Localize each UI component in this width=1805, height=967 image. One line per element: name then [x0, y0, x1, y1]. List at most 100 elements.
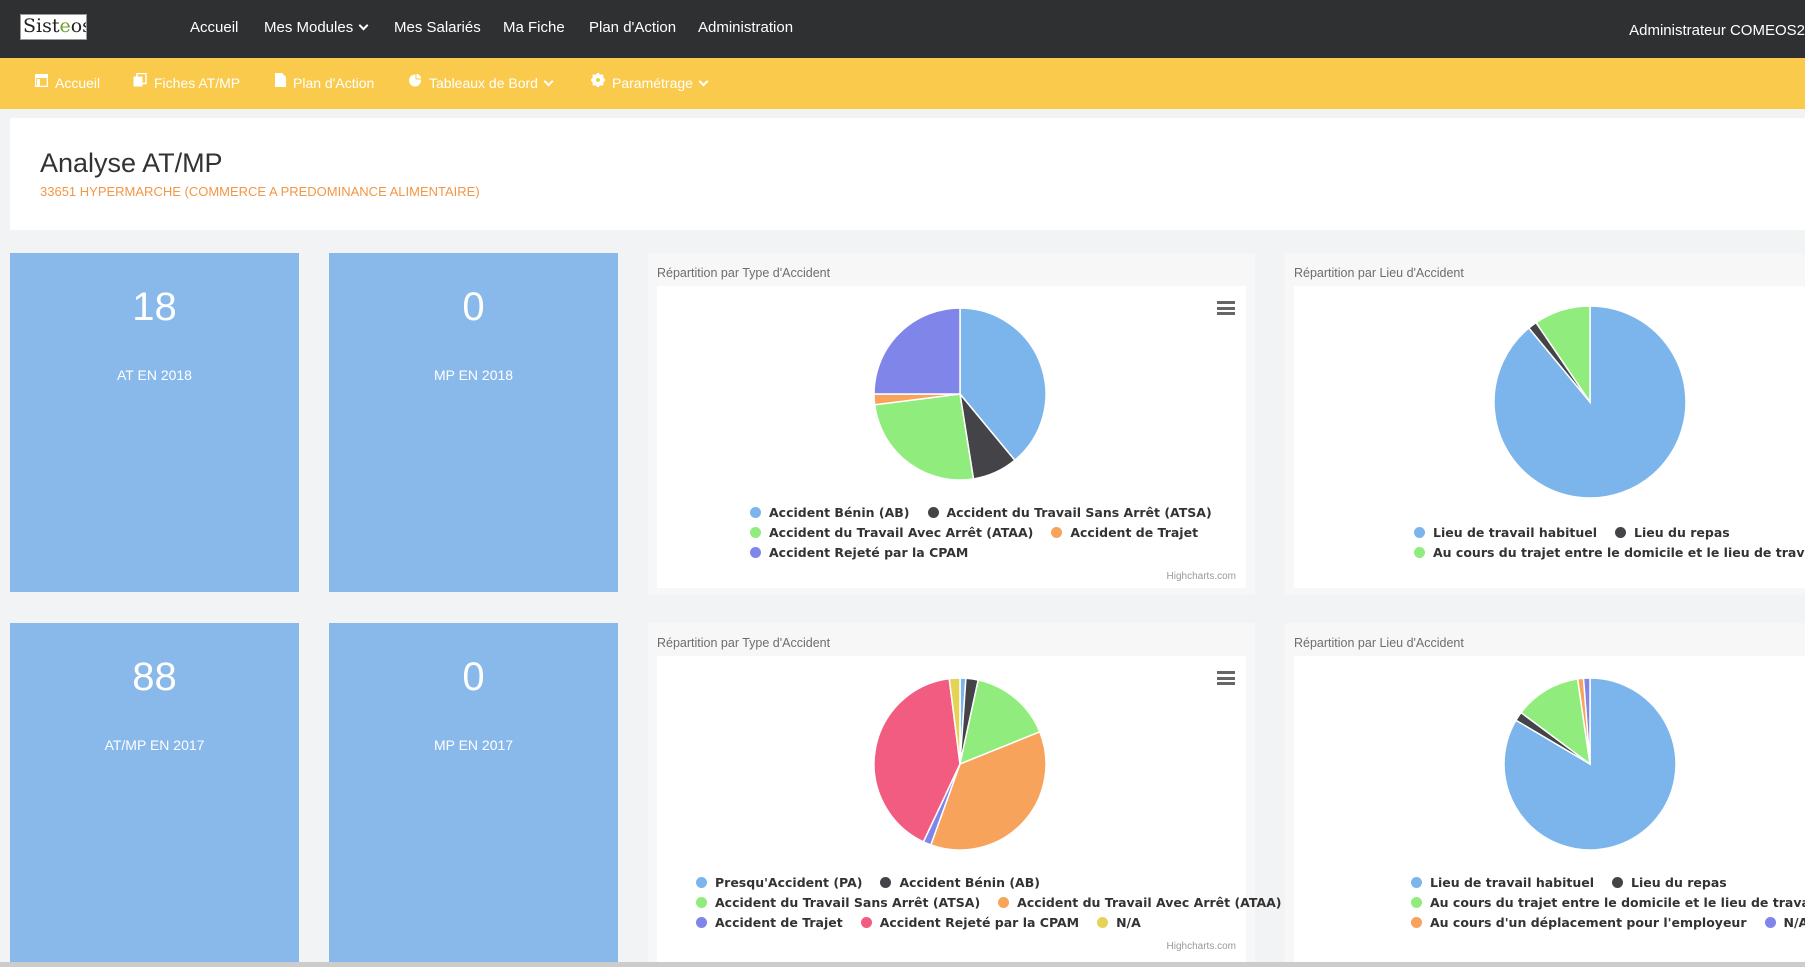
legend-item[interactable]: Lieu de travail habituel [1411, 875, 1594, 890]
legend-item[interactable]: Au cours du trajet entre le domicile et … [1411, 895, 1805, 910]
legend-dot [750, 507, 761, 518]
page-title: Analyse AT/MP [40, 148, 223, 178]
legend-item[interactable]: Accident Bénin (AB) [880, 875, 1040, 890]
legend-item[interactable]: N/A [1764, 915, 1805, 930]
sub-navbar: Accueil Fiches AT/MP Plan d'Action Table… [0, 58, 1805, 109]
highcharts-credit[interactable]: Highcharts.com [1166, 941, 1236, 952]
legend-dot [1411, 897, 1422, 908]
subnav-accueil-label: Accueil [55, 75, 101, 91]
pie-chart [873, 307, 1047, 481]
pie-slice[interactable] [873, 307, 961, 395]
legend-dot [1051, 527, 1063, 538]
legend-label: Accident Bénin (AB) [899, 875, 1040, 890]
legend-label: N/A [1116, 915, 1141, 930]
topnav-mes-modules[interactable]: Mes Modules [264, 0, 369, 58]
pie-slice[interactable] [1503, 677, 1677, 851]
legend-dot [1615, 527, 1627, 538]
subnav-plan-action[interactable]: Plan d'Action [275, 58, 374, 109]
subnav-parametrage-label: Paramétrage [612, 75, 693, 91]
sisteos-logo[interactable]: Sisteos [20, 14, 87, 40]
legend-item[interactable]: Accident du Travail Avec Arrêt (ATAA) [998, 895, 1282, 910]
pie-slice[interactable] [1582, 677, 1591, 765]
legend-item[interactable]: Accident Rejeté par la CPAM [860, 915, 1080, 930]
subnav-accueil[interactable]: Accueil [34, 57, 101, 109]
legend-label: Accident de Trajet [1070, 525, 1199, 540]
pie-slice[interactable] [873, 677, 961, 843]
stat-value: 18 [132, 285, 177, 329]
top-navbar: Sisteos Accueil Mes Modules Mes Salariés… [0, 0, 1805, 58]
legend-item[interactable]: N/A [1097, 915, 1141, 930]
chart-body: Lieu de travail habituel Lieu du repas Au… [1294, 286, 1805, 588]
page-header: Analyse AT/MP 33651 HYPERMARCHE (COMMERC… [10, 118, 1805, 230]
pie-slice[interactable] [948, 677, 961, 765]
legend-item[interactable]: Accident du Travail Avec Arrêt (ATAA) [750, 525, 1033, 540]
legend-dot [750, 547, 761, 558]
legend-dot [696, 917, 707, 928]
legend-label: Accident de Trajet [715, 915, 843, 930]
highcharts-credit[interactable]: Highcharts.com [1166, 571, 1236, 582]
pie-slice[interactable] [958, 679, 1041, 766]
legend-item[interactable]: Lieu de travail habituel [1414, 525, 1597, 540]
legend-item[interactable]: Accident de Trajet [696, 915, 843, 930]
subnav-fiches-atmp[interactable]: Fiches AT/MP [133, 58, 240, 109]
legend-dot [880, 877, 892, 888]
legend-label: Au cours d'un déplacement pour l'employe… [1430, 915, 1747, 930]
pie-slice[interactable] [873, 393, 975, 481]
stat-tile-atmp-2017: 88 AT/MP EN 2017 [10, 623, 299, 962]
topnav-accueil[interactable]: Accueil [190, 19, 239, 36]
legend-item[interactable]: Accident Bénin (AB) [750, 505, 910, 520]
legend-item[interactable]: Accident du Travail Sans Arrêt (ATSA) [927, 505, 1212, 520]
topnav-plan-action[interactable]: Plan d'Action [589, 19, 677, 36]
chart-title: Répartition par Lieu d'Accident [1294, 266, 1464, 280]
legend-label: Presqu'Accident (PA) [715, 875, 863, 890]
legend-dot [1414, 547, 1425, 558]
subnav-fiches-label: Fiches AT/MP [154, 75, 241, 91]
subnav-tableaux-label: Tableaux de Bord [429, 75, 538, 91]
chart-body: Lieu de travail habituel Lieu du repas Au… [1294, 656, 1805, 962]
stat-label: AT/MP EN 2017 [104, 737, 205, 753]
stat-value: 0 [462, 285, 485, 329]
topnav-ma-fiche[interactable]: Ma Fiche [503, 19, 565, 36]
chevron-down-icon [543, 76, 554, 87]
subnav-tableaux-de-bord[interactable]: Tableaux de Bord [408, 58, 554, 109]
pie-chart [1493, 305, 1687, 499]
files-icon [133, 57, 147, 108]
subnav-parametrage[interactable]: Paramétrage [591, 57, 709, 109]
legend-label: Lieu de travail habituel [1433, 525, 1598, 540]
legend-item[interactable]: Au cours d'un déplacement pour l'employe… [1411, 915, 1747, 930]
legend-item[interactable]: Presqu'Accident (PA) [696, 875, 862, 890]
legend-item[interactable]: Accident Rejeté par la CPAM [750, 545, 968, 560]
pie-slice[interactable] [929, 730, 1047, 851]
topnav-mes-salaries[interactable]: Mes Salariés [394, 19, 481, 36]
chart-title: Répartition par Type d'Accident [657, 636, 831, 650]
establishment-subtitle: 33651 HYPERMARCHE (COMMERCE A PREDOMINAN… [40, 184, 480, 199]
legend-item[interactable]: Lieu du repas [1612, 875, 1727, 890]
stat-label: AT EN 2018 [117, 367, 192, 383]
document-icon [275, 57, 286, 108]
legend-item[interactable]: Accident de Trajet [1051, 525, 1198, 540]
legend-label: Au cours du trajet entre le domicile et … [1430, 895, 1805, 910]
legend-label: Au cours du trajet entre le domicile et … [1433, 545, 1805, 560]
chart-panel-type-2017: Répartition par Type d'Accident Presqu'A… [648, 623, 1282, 962]
legend-dot [1764, 917, 1776, 928]
legend-item[interactable]: Au cours du trajet entre le domicile et … [1414, 545, 1805, 560]
legend-item[interactable]: Lieu du repas [1615, 525, 1730, 540]
legend-label: Accident Rejeté par la CPAM [879, 915, 1080, 930]
topnav-administration[interactable]: Administration [698, 19, 794, 36]
chart-menu-icon[interactable] [1217, 301, 1235, 315]
pie-slice[interactable] [1534, 305, 1591, 405]
legend-label: Accident du Travail Sans Arrêt (ATSA) [946, 505, 1212, 520]
user-menu[interactable]: Administrateur COMEOS2 [1629, 22, 1805, 39]
legend-item[interactable]: Accident du Travail Sans Arrêt (ATSA) [696, 895, 980, 910]
legend-dot [696, 877, 707, 888]
pie-slice[interactable] [1520, 678, 1592, 766]
legend-dot [927, 507, 939, 518]
pie-slice[interactable] [959, 307, 1047, 462]
chart-panel-lieu-2018: Répartition par Lieu d'Accident Lieu de … [1285, 253, 1805, 595]
chart-menu-icon[interactable] [1217, 671, 1235, 685]
legend-dot [998, 897, 1010, 908]
legend-dot [1411, 877, 1422, 888]
dashboard-icon [34, 57, 49, 108]
gear-icon [591, 57, 605, 108]
legend-label: Lieu de travail habituel [1430, 875, 1595, 890]
